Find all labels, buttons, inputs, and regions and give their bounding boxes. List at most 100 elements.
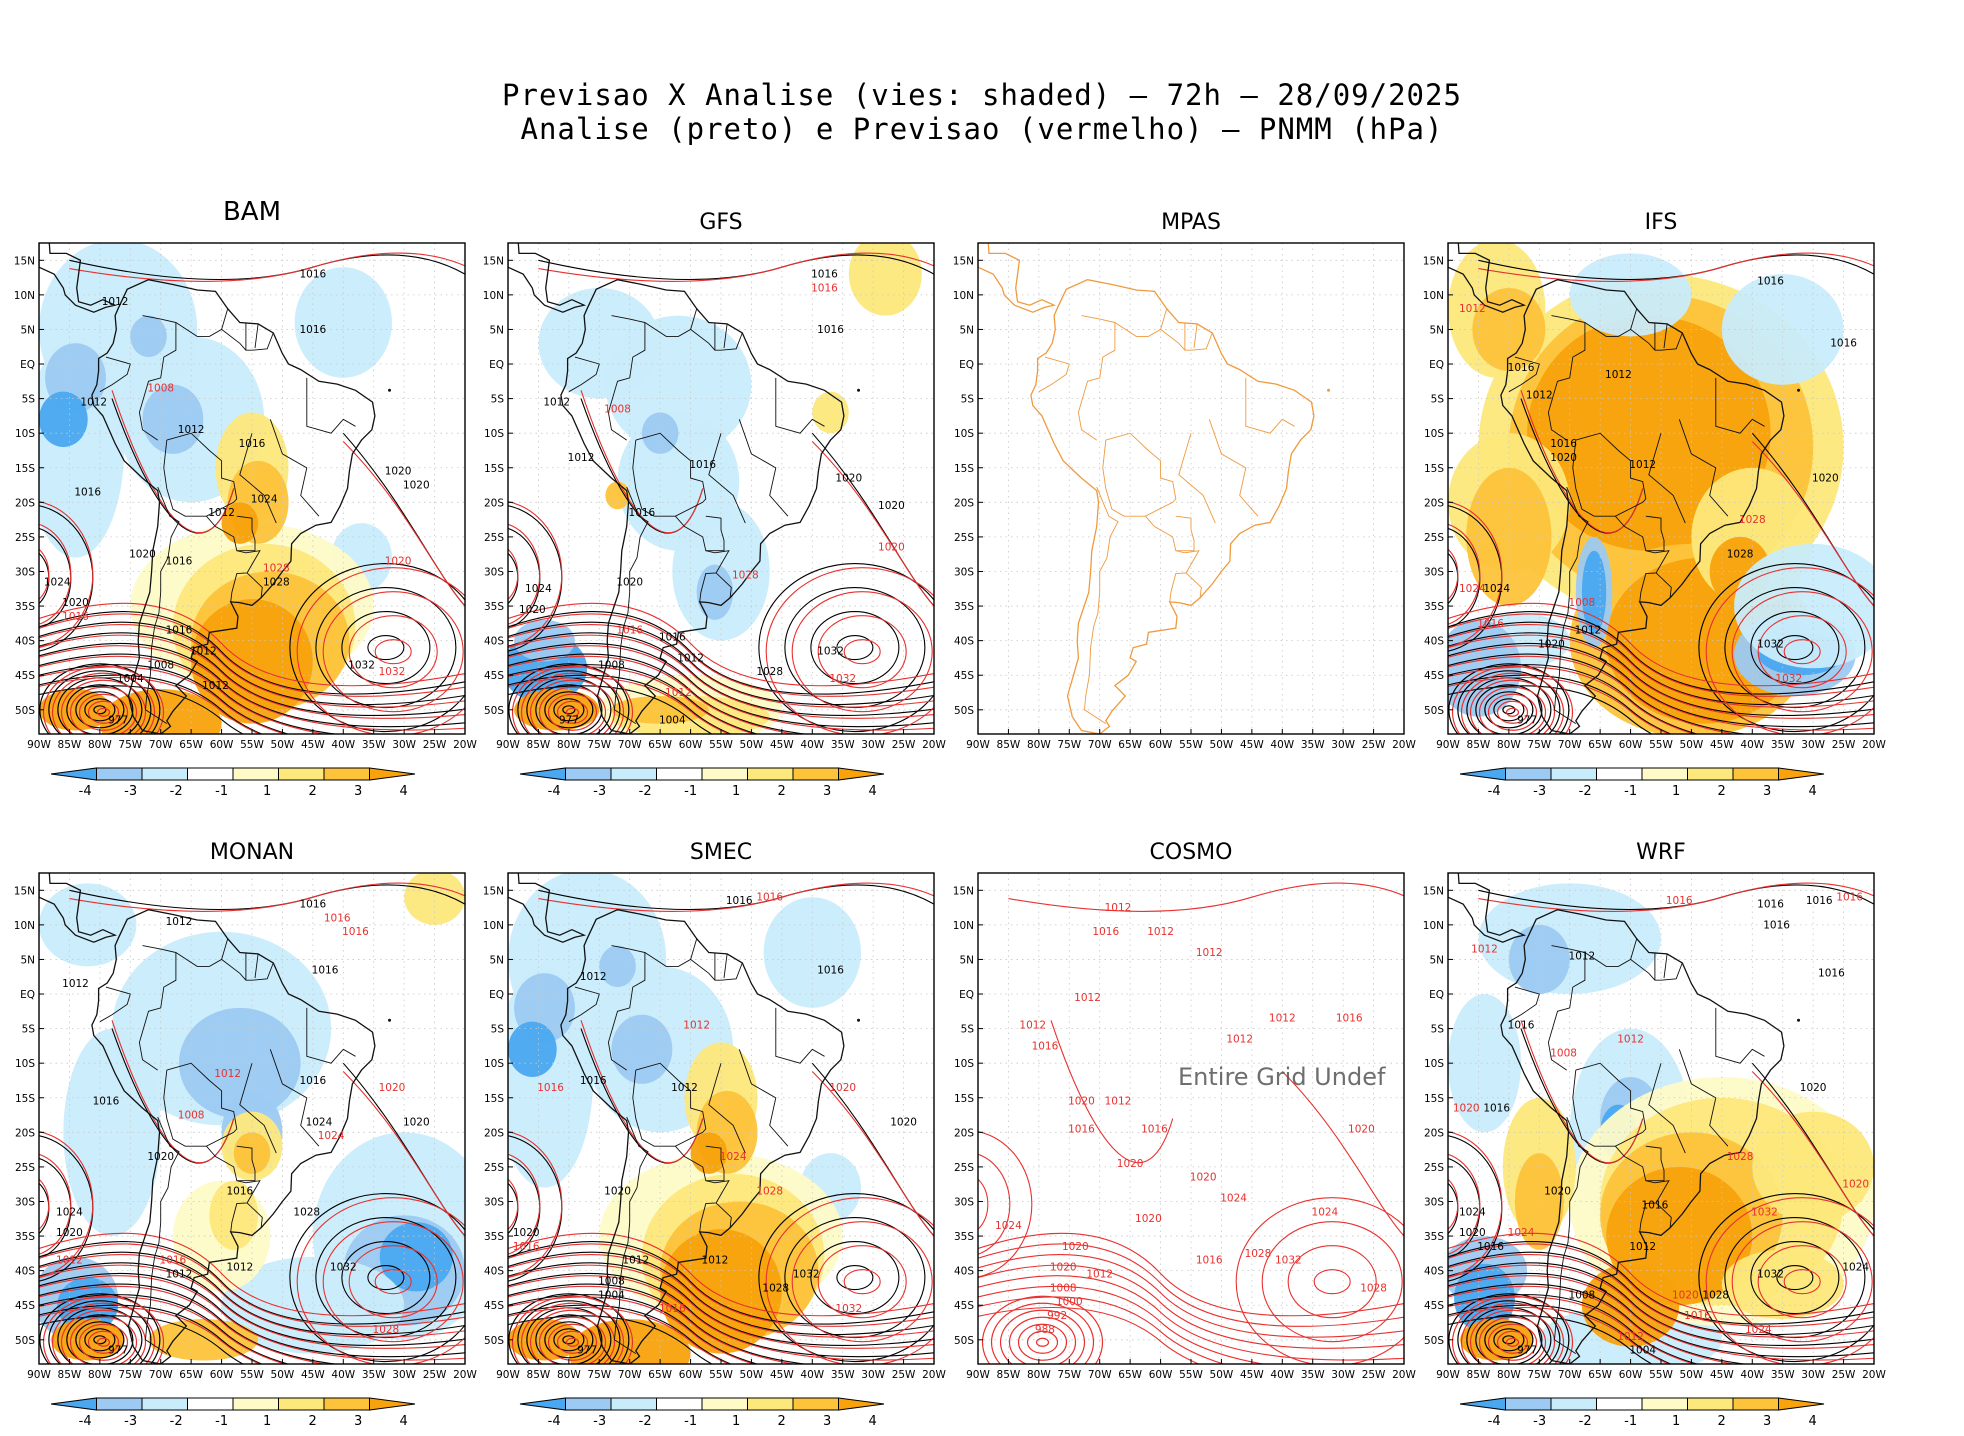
isobar-westerly: [1448, 1296, 1696, 1364]
country-border: [1554, 1116, 1589, 1354]
lon-tick-label: 45W: [301, 1369, 325, 1381]
isobar-westerly: [39, 1283, 340, 1364]
isobar-label: 1012: [702, 1255, 729, 1267]
isobar-label: 1020: [1117, 1158, 1144, 1170]
country-border: [1547, 945, 1586, 1071]
isobar-low-ring: [1451, 665, 1574, 734]
country-border: [699, 1180, 730, 1232]
lon-tick-label: 25W: [892, 739, 916, 751]
colorbar-label: 1: [732, 784, 740, 799]
isobar-label: 1028: [1245, 1248, 1272, 1260]
isobar-westerly: [508, 634, 934, 719]
lon-tick-label: 70W: [618, 1369, 642, 1381]
lon-tick-label: 50W: [740, 1369, 764, 1381]
isobar-low-ring: [1487, 1323, 1538, 1361]
isobar-label: 1028: [263, 576, 290, 588]
lon-tick-label: 80W: [88, 739, 112, 751]
lat-tick-label: 10S: [15, 428, 35, 440]
isobar-label: 1028: [263, 562, 290, 574]
colorbar-segment-neg3: [1505, 767, 1552, 781]
isobar-westerly: [508, 1296, 756, 1364]
lat-tick-label: 25S: [954, 1162, 974, 1174]
isobar-low-ring: [1487, 693, 1538, 731]
isobar-label: 1008: [598, 659, 625, 671]
isobar-westerly: [508, 1243, 934, 1327]
isobar-westerly: [1448, 1275, 1874, 1361]
lon-tick-label: 55W: [240, 739, 264, 751]
isobar-pacific-high: [39, 1178, 50, 1230]
isobar-label: 1020: [385, 466, 412, 478]
isobar-label: 1024: [1508, 1227, 1535, 1239]
lon-tick-label: 60W: [210, 739, 234, 751]
isobar-low-ring: [1496, 1330, 1529, 1354]
isobar-low-ring: [553, 1328, 585, 1352]
panel-title: MPAS: [1161, 210, 1221, 235]
bias-shade-pos2: [404, 873, 465, 925]
country-border: [1572, 432, 1647, 517]
isobar-westerly: [1448, 1232, 1874, 1317]
isobar-westerly: [39, 676, 262, 734]
isobar-high-ring: [1776, 635, 1814, 661]
isobar-westerly: [39, 1306, 262, 1364]
lat-tick-label: 15S: [15, 1093, 35, 1105]
isobar-label: 1020: [147, 1151, 174, 1163]
lon-tick-label: 60W: [1149, 1369, 1173, 1381]
lon-tick-label: 75W: [1527, 739, 1551, 751]
country-border: [1648, 433, 1686, 524]
country-border: [708, 433, 746, 524]
isobar-pacific-high: [508, 523, 541, 625]
isobar-label: 1012: [1617, 1033, 1644, 1045]
isobar-low-ring: [78, 693, 129, 731]
bias-shade-neg3: [696, 564, 734, 620]
isobar-label: 1020: [385, 556, 412, 568]
lat-tick-label: 20S: [1424, 1127, 1444, 1139]
bias-shade-neg2: [1721, 274, 1844, 385]
isobar-westerly: [39, 685, 245, 734]
isobar-label: 1024: [306, 1116, 333, 1128]
lat-tick-label: 15N: [953, 885, 974, 897]
isobar-westerly: [1448, 645, 1874, 731]
colorbar-label: -4: [1488, 1414, 1501, 1429]
isobar-westerly: [508, 642, 934, 728]
isobar-label: 1016: [1550, 438, 1577, 450]
isobar-low-ring: [556, 1330, 589, 1354]
isobar-label: 1012: [1147, 926, 1174, 938]
isobar-label: 1016: [1092, 926, 1119, 938]
colorbar-label: -1: [684, 1414, 697, 1429]
isobar-continental: [580, 1020, 704, 1164]
isobar-westerly: [978, 1275, 1404, 1361]
isobar-label: 1016: [726, 895, 753, 907]
isobar-atlantic: [1751, 441, 1874, 607]
isobar-label: 1028: [373, 1324, 400, 1336]
lon-tick-label: 55W: [1179, 739, 1203, 751]
isobar-label: 988: [1035, 1324, 1055, 1336]
lon-tick-label: 70W: [1558, 1369, 1582, 1381]
isobar-high-ring: [322, 591, 464, 713]
lat-tick-label: 25S: [15, 532, 35, 544]
isobar-high-ring: [289, 1193, 465, 1363]
panel-title: BAM: [223, 197, 281, 227]
coastline-south-america: [560, 909, 845, 1364]
isobar-low-ring: [48, 1300, 152, 1364]
lon-tick-label: 25W: [1832, 739, 1856, 751]
isobar-label: 1012: [1459, 303, 1486, 315]
country-border: [1160, 329, 1213, 351]
country-border: [145, 1116, 180, 1354]
lat-tick-label: 40S: [15, 1266, 35, 1278]
isobar-high-ring: [765, 1197, 934, 1364]
isobar-high-ring: [367, 1265, 405, 1291]
island-fernando-de-noronha: [857, 388, 861, 392]
isobar-pacific-high: [39, 1130, 94, 1278]
colorbar-label: 3: [354, 784, 362, 799]
isobar-label: 1012: [1086, 1269, 1113, 1281]
lat-tick-label: 50S: [484, 1335, 504, 1347]
isobar-westerly: [39, 611, 465, 695]
colorbar-segment-neg4: [519, 1397, 566, 1411]
isobar-label: 1016: [616, 625, 643, 637]
lon-tick-label: 85W: [58, 1369, 82, 1381]
isobar-low-ring: [556, 700, 589, 724]
lat-tick-label: 25S: [15, 1162, 35, 1174]
lat-tick-label: 15S: [954, 463, 974, 475]
colorbar-segment-pos3: [1732, 1397, 1779, 1411]
